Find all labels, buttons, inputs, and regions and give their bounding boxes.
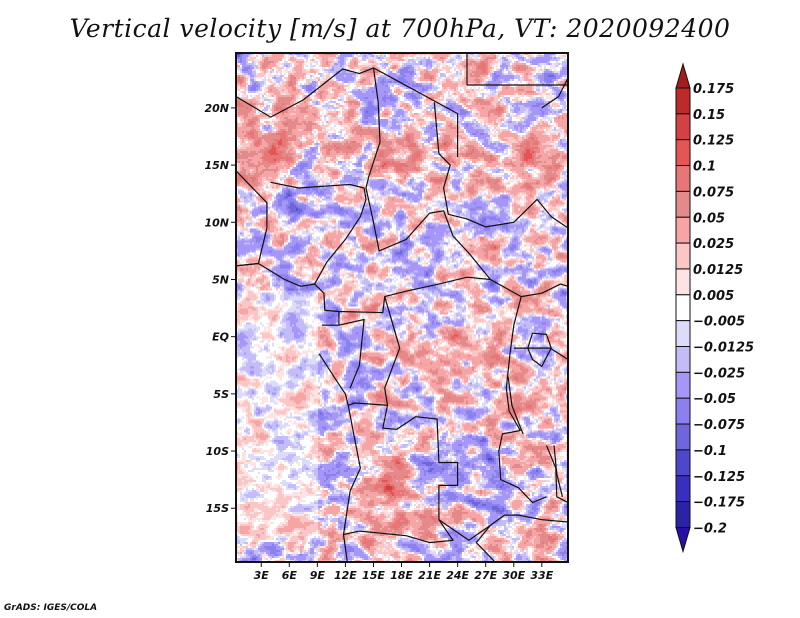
colorbar-label: −0.1 (693, 444, 727, 459)
chart-title: Vertical velocity [m/s] at 700hPa, VT: 2… (69, 14, 731, 43)
colorbar-segment (675, 87, 691, 115)
colorbar-segment (675, 397, 691, 425)
border-line (545, 445, 568, 504)
colorbar-extend-min-arrow (675, 526, 691, 554)
y-tick-label: 15S (206, 502, 229, 515)
colorbar-label: −0.05 (693, 392, 736, 407)
colorbar-label: −0.005 (693, 315, 745, 330)
colorbar-segment (675, 449, 691, 477)
colorbar-label: −0.125 (693, 470, 745, 485)
border-line (338, 318, 365, 389)
x-tick-label: 12E (334, 569, 357, 582)
border-line (507, 376, 524, 435)
border-line (521, 283, 568, 298)
colorbar-label: −0.0125 (693, 341, 754, 356)
border-line (236, 67, 459, 158)
colorbar-label: −0.2 (693, 521, 727, 536)
border-line (322, 311, 340, 326)
colorbar-label: 0.025 (693, 237, 734, 252)
border-line (541, 77, 568, 109)
border-line (365, 187, 491, 280)
border-line (324, 276, 522, 314)
colorbar-extend-max-arrow (675, 62, 691, 89)
colorbar-segment (675, 294, 691, 322)
x-tick-label: 21E (418, 569, 441, 582)
border-line (270, 181, 367, 285)
colorbar-label: 0.05 (693, 211, 725, 226)
border-line (438, 514, 568, 541)
x-tick-label: 15E (362, 569, 385, 582)
x-tick-label: 6E (282, 569, 298, 582)
x-tick-label: 33E (530, 569, 553, 582)
colorbar-segment (675, 346, 691, 373)
border-line (236, 170, 268, 267)
colorbar-segment (675, 475, 691, 503)
border-line (343, 296, 459, 544)
colorbar-segment (675, 139, 691, 167)
colorbar-segment (675, 242, 691, 270)
x-tick-label: 18E (390, 569, 413, 582)
colorbar-label: 0.175 (693, 82, 734, 97)
colorbar: 0.175 0.15 0.125 0.1 0.075 0.05 0.025 0.0125 0.0… (675, 62, 754, 554)
border-line (433, 102, 568, 229)
colorbar-label: 0.075 (693, 185, 734, 200)
y-tick-label: 10N (204, 216, 229, 229)
colorbar-segment (675, 423, 691, 451)
colorbar-label: 0.1 (693, 160, 716, 175)
border-line (365, 67, 381, 189)
x-tick-label: 30E (502, 569, 525, 582)
border-line (466, 53, 568, 86)
colorbar-label: 0.0125 (693, 263, 743, 278)
border-line (342, 405, 361, 562)
colorbar-segment (675, 113, 691, 141)
border-line (236, 262, 326, 311)
border-line (475, 525, 496, 562)
colorbar-segment (675, 268, 691, 296)
country-borders (236, 53, 568, 562)
vertical-velocity-field (236, 53, 568, 562)
y-tick-label: 5S (213, 388, 229, 401)
grads-credit: GrADS: IGES/COLA (4, 603, 98, 613)
border-line (513, 347, 568, 361)
colorbar-label: −0.025 (693, 366, 745, 381)
colorbar-segment (675, 371, 691, 399)
y-tick-label: 10S (206, 445, 229, 458)
x-tick-label: 3E (254, 569, 270, 582)
colorbar-label: 0.005 (693, 289, 734, 304)
y-tick-label: 5N (212, 273, 229, 286)
border-line (527, 332, 552, 367)
border-line (553, 445, 563, 497)
colorbar-segment (675, 190, 691, 218)
x-tick-label: 9E (310, 569, 326, 582)
colorbar-label: −0.175 (693, 496, 745, 511)
x-tick-label: 24E (446, 569, 469, 582)
x-axis: 3E 6E 9E 12E 15E 18E 21E 24E 27E 30E 33E (254, 562, 554, 582)
y-axis: 20N 15N 10N 5N EQ 5S 10S 15S (204, 102, 236, 515)
border-line (318, 353, 388, 406)
colorbar-segment (675, 216, 691, 244)
border-line (498, 296, 547, 504)
colorbar-segment (675, 501, 691, 528)
y-tick-label: 15N (204, 159, 229, 172)
y-tick-label: EQ (212, 331, 229, 344)
y-tick-label: 20N (204, 102, 229, 115)
x-tick-label: 27E (474, 569, 497, 582)
colorbar-label: 0.125 (693, 134, 734, 149)
colorbar-label: −0.075 (693, 418, 745, 433)
colorbar-segment (675, 165, 691, 192)
colorbar-segment (675, 320, 691, 347)
colorbar-label: 0.15 (693, 108, 725, 123)
